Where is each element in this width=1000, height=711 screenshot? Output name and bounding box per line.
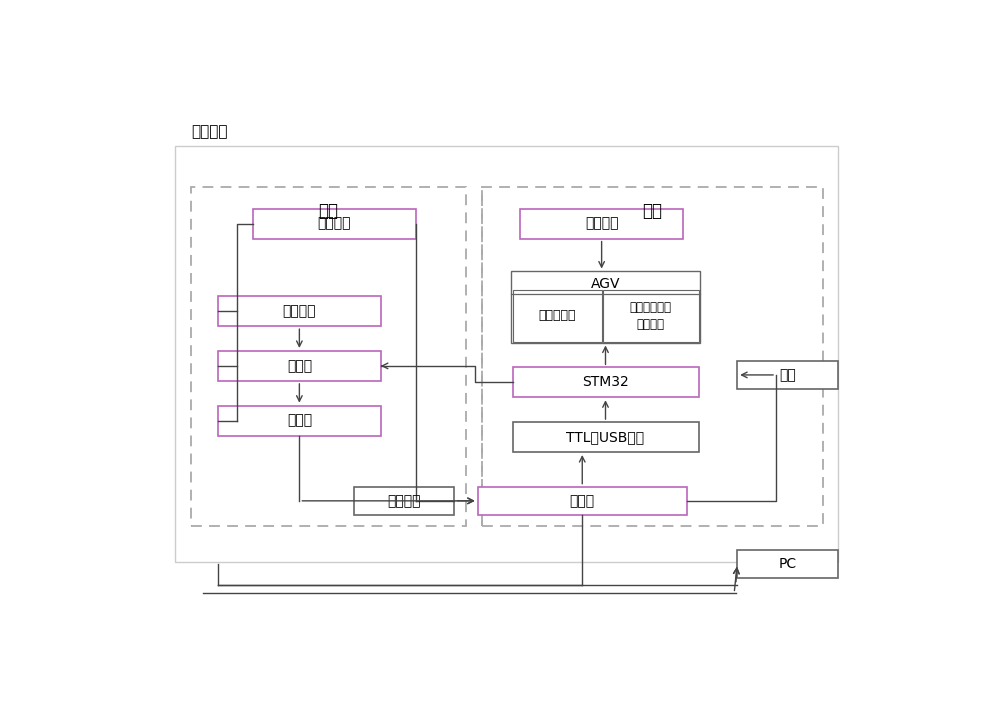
Text: 路由器: 路由器 xyxy=(287,414,312,427)
FancyBboxPatch shape xyxy=(737,550,838,578)
FancyBboxPatch shape xyxy=(603,289,698,341)
Text: STM32: STM32 xyxy=(582,375,629,390)
FancyBboxPatch shape xyxy=(520,208,683,239)
Text: 里程计: 里程计 xyxy=(287,359,312,373)
FancyBboxPatch shape xyxy=(253,208,416,239)
FancyBboxPatch shape xyxy=(478,486,687,515)
FancyBboxPatch shape xyxy=(354,486,454,515)
Text: 装置主体: 装置主体 xyxy=(191,124,227,139)
Text: 下层: 下层 xyxy=(642,202,662,220)
Text: TTL转USB模块: TTL转USB模块 xyxy=(566,430,645,444)
FancyBboxPatch shape xyxy=(737,360,838,389)
Text: 工控机: 工控机 xyxy=(570,494,595,508)
FancyBboxPatch shape xyxy=(175,146,838,562)
FancyBboxPatch shape xyxy=(218,405,381,436)
Text: 光电编码器: 光电编码器 xyxy=(538,309,576,322)
FancyBboxPatch shape xyxy=(512,289,602,341)
Text: 车载电池: 车载电池 xyxy=(318,217,351,230)
FancyBboxPatch shape xyxy=(482,186,822,526)
Text: 供电电源: 供电电源 xyxy=(585,217,618,230)
Text: 上层: 上层 xyxy=(318,202,338,220)
Text: PC: PC xyxy=(779,557,797,571)
FancyBboxPatch shape xyxy=(511,272,700,343)
Text: 直流减速电机
及驱动器: 直流减速电机 及驱动器 xyxy=(630,301,672,331)
Text: 三维激光: 三维激光 xyxy=(283,304,316,318)
FancyBboxPatch shape xyxy=(191,186,466,526)
FancyBboxPatch shape xyxy=(512,422,698,452)
FancyBboxPatch shape xyxy=(218,296,381,326)
Text: 升压模块: 升压模块 xyxy=(387,494,421,508)
FancyBboxPatch shape xyxy=(512,368,698,397)
Text: AGV: AGV xyxy=(591,277,620,291)
FancyBboxPatch shape xyxy=(218,351,381,381)
Text: 手柄: 手柄 xyxy=(779,368,796,382)
